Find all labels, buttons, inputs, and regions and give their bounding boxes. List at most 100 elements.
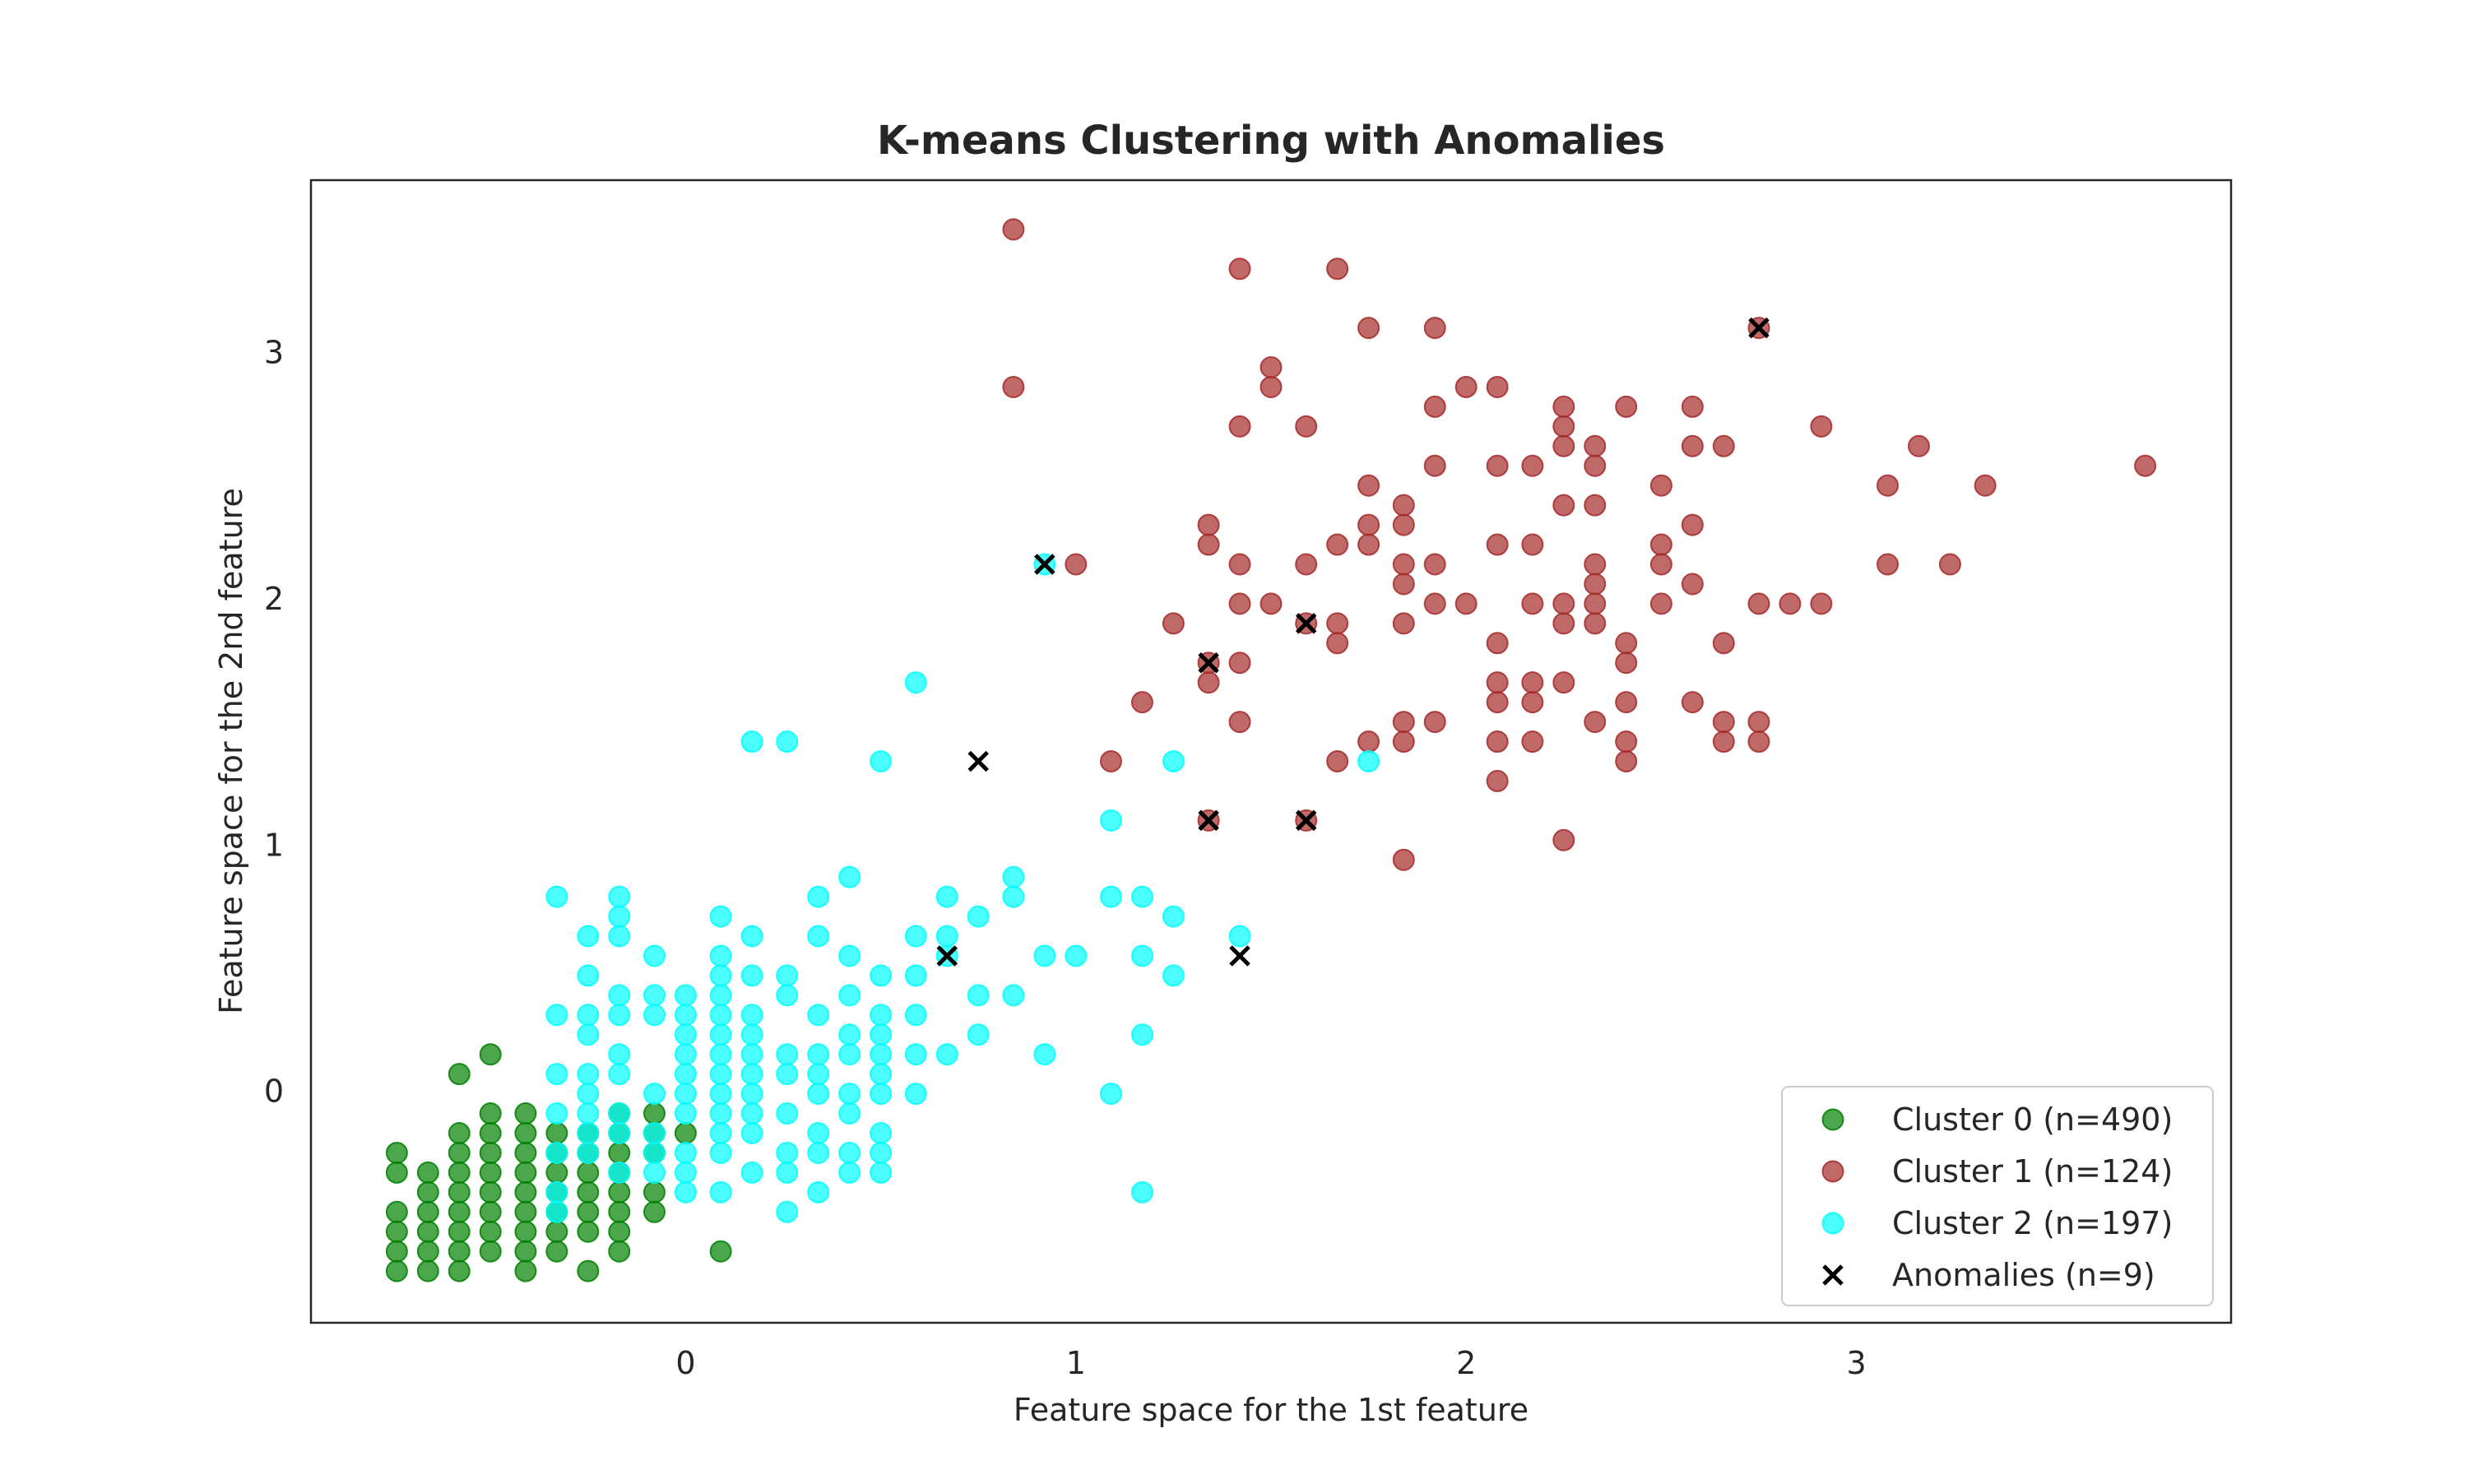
data-point bbox=[1132, 1182, 1153, 1203]
data-point bbox=[609, 1182, 629, 1203]
data-point bbox=[546, 1202, 567, 1222]
data-point bbox=[1230, 652, 1250, 673]
data-point bbox=[1327, 633, 1348, 653]
data-point bbox=[546, 887, 567, 907]
data-point bbox=[1425, 318, 1445, 338]
data-point bbox=[808, 1182, 828, 1203]
data-point bbox=[1199, 515, 1219, 536]
legend-label: Anomalies (n=9) bbox=[1892, 1257, 2155, 1293]
data-point bbox=[1163, 613, 1184, 633]
data-point bbox=[711, 945, 731, 966]
data-point bbox=[711, 985, 731, 1005]
data-point bbox=[515, 1182, 536, 1203]
data-point bbox=[1584, 593, 1605, 614]
data-point bbox=[839, 1044, 860, 1064]
data-point bbox=[578, 1024, 598, 1045]
data-point bbox=[578, 965, 598, 985]
data-point bbox=[1487, 633, 1508, 653]
data-point bbox=[609, 1202, 629, 1222]
data-point bbox=[711, 907, 731, 927]
data-point bbox=[1425, 397, 1445, 417]
data-point bbox=[1553, 672, 1574, 693]
data-point bbox=[870, 1004, 891, 1025]
data-point bbox=[609, 1004, 629, 1025]
data-point bbox=[1425, 712, 1445, 732]
data-point bbox=[387, 1222, 407, 1242]
data-point bbox=[711, 1044, 731, 1064]
data-point bbox=[1296, 554, 1316, 574]
data-point bbox=[675, 1064, 696, 1084]
data-point bbox=[515, 1162, 536, 1183]
y-tick-label: 3 bbox=[264, 335, 284, 371]
data-point bbox=[1199, 535, 1219, 555]
data-point bbox=[644, 1143, 665, 1163]
data-point bbox=[578, 1123, 598, 1143]
data-point bbox=[742, 965, 763, 985]
data-point bbox=[1714, 731, 1734, 752]
data-point bbox=[578, 1182, 598, 1203]
data-point bbox=[515, 1241, 536, 1262]
data-point bbox=[1682, 515, 1703, 536]
data-point bbox=[1779, 593, 1800, 614]
data-point bbox=[480, 1143, 501, 1163]
data-point bbox=[675, 1123, 696, 1143]
data-point bbox=[1456, 377, 1477, 397]
data-point bbox=[1682, 397, 1703, 417]
data-point bbox=[1425, 456, 1445, 476]
data-point bbox=[711, 1182, 731, 1203]
data-point bbox=[1522, 692, 1542, 712]
data-point bbox=[480, 1202, 501, 1222]
data-point bbox=[937, 887, 958, 907]
data-point bbox=[1748, 731, 1769, 752]
data-point bbox=[839, 1083, 860, 1104]
data-point bbox=[449, 1162, 470, 1183]
data-point bbox=[870, 1143, 891, 1163]
data-point bbox=[1358, 751, 1379, 772]
series-1 bbox=[1003, 219, 2155, 870]
data-point bbox=[578, 926, 598, 947]
data-point bbox=[1394, 731, 1414, 752]
data-point bbox=[1616, 731, 1636, 752]
data-point bbox=[546, 1241, 567, 1262]
data-point bbox=[711, 1004, 731, 1025]
data-point bbox=[1553, 436, 1574, 457]
data-point bbox=[515, 1143, 536, 1163]
data-point bbox=[1487, 731, 1508, 752]
data-point bbox=[1163, 751, 1184, 772]
data-point bbox=[609, 1044, 629, 1064]
y-axis-label: Feature space for the 2nd feature bbox=[213, 488, 249, 1014]
data-point bbox=[1522, 672, 1542, 693]
data-point bbox=[1261, 377, 1282, 397]
data-point bbox=[1394, 712, 1414, 732]
data-point bbox=[1714, 436, 1734, 457]
data-point bbox=[1132, 945, 1153, 966]
data-point bbox=[2135, 456, 2155, 476]
data-point bbox=[1230, 554, 1250, 574]
data-point bbox=[1714, 712, 1734, 732]
data-point bbox=[711, 1143, 731, 1163]
data-point bbox=[449, 1143, 470, 1163]
data-point bbox=[675, 1162, 696, 1183]
data-point bbox=[1261, 593, 1282, 614]
data-point bbox=[546, 1004, 567, 1025]
data-point bbox=[644, 985, 665, 1005]
data-point bbox=[1230, 593, 1250, 614]
data-point bbox=[1003, 867, 1023, 888]
data-point bbox=[449, 1241, 470, 1262]
data-point bbox=[449, 1222, 470, 1242]
data-point bbox=[418, 1241, 438, 1262]
data-point bbox=[808, 1044, 828, 1064]
data-point bbox=[675, 1024, 696, 1045]
data-point bbox=[968, 907, 989, 927]
data-point bbox=[480, 1182, 501, 1203]
data-point bbox=[1584, 554, 1605, 574]
data-point bbox=[870, 751, 891, 772]
data-point bbox=[1553, 416, 1574, 437]
data-point bbox=[1230, 416, 1250, 437]
data-point bbox=[1616, 397, 1636, 417]
data-point bbox=[1487, 672, 1508, 693]
data-point bbox=[1553, 495, 1574, 516]
data-point bbox=[839, 945, 860, 966]
data-point bbox=[609, 1103, 629, 1124]
data-point bbox=[1553, 593, 1574, 614]
